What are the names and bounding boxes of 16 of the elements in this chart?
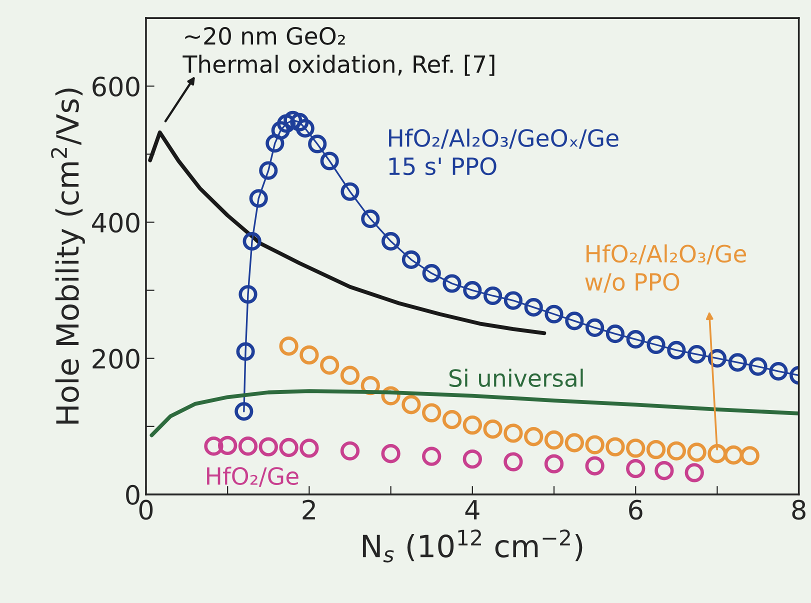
text: HfO₂/Al₂O₃/Ge w/o PPO [585, 244, 746, 293]
series-label: HfO₂/Ge [207, 466, 298, 487]
x-tick-label: 6 [629, 500, 642, 520]
x-tick-label: 4 [465, 500, 480, 520]
series-label: Si universal [449, 368, 583, 387]
series-label: HfO₂/Al₂O₃/GeOₓ/Ge 15 s' PPO [389, 128, 618, 176]
y-tick-label: 0 [126, 484, 140, 505]
x-axis-title: N$_{s}$ (10$^{12}$ cm$^{−2}$) [362, 530, 582, 562]
y-tick-label: 400 [92, 212, 140, 233]
y-axis-title: Hole Mobility (cm$^{2}$/Vs) [50, 88, 85, 424]
y-tick-label: 600 [92, 76, 140, 97]
x-tick-label: 2 [302, 500, 315, 520]
x-tick-label: 8 [792, 500, 806, 520]
x-tick-label: 0 [139, 500, 153, 520]
text: ~20 nm GeO₂ Thermal oxidation, Ref. [7] [182, 26, 494, 76]
y-tick-label: 200 [92, 348, 140, 369]
